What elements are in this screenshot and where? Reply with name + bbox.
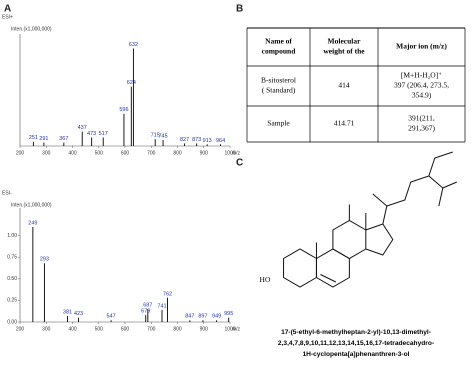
peak-label: 547 (106, 314, 115, 320)
peak-label: 687 (143, 302, 152, 308)
table-cell: B-sitosterol (261, 76, 296, 85)
peak-label: 873 (192, 137, 201, 143)
peak-label: 995 (224, 311, 233, 317)
bond (372, 193, 388, 225)
table-cell: ( Standard) (262, 86, 296, 95)
peak-label: 715 (151, 133, 160, 139)
table-cell: 397 (206.4, 273.5, (394, 81, 449, 90)
bond (428, 175, 444, 207)
table-cell: 414.71 (334, 119, 355, 128)
peak-label: 913 (203, 138, 212, 144)
table-cell: Major ion (m/z) (396, 42, 447, 51)
peak-label: 293 (40, 257, 49, 263)
x-tick-label: 1000 (224, 326, 235, 332)
peak-label: 517 (99, 131, 108, 137)
peak-label: 745 (158, 134, 167, 140)
x-tick-label: 400 (68, 326, 77, 332)
x-tick-label: 800 (173, 326, 182, 332)
compound-name: 2,3,4,7,8,9,10,11,12,13,14,15,16,17-tetr… (278, 340, 434, 347)
bond (442, 181, 458, 189)
panel-label: C (236, 158, 243, 169)
x-tick-label: 500 (95, 326, 104, 332)
x-tick-label: 600 (121, 150, 130, 156)
table-cell: 391(211, (408, 114, 435, 123)
x-tick-label: 700 (147, 150, 156, 156)
peak-label: 949 (212, 314, 221, 320)
peak-label: 632 (129, 42, 138, 48)
y-axis-label: Inten.(x1,000,000) (11, 202, 52, 208)
peak-label: 437 (78, 125, 87, 131)
x-tick-label: 700 (147, 326, 156, 332)
y-axis-label: Inten.(x1,000,000) (11, 26, 52, 32)
panel-label: B (236, 4, 243, 15)
table-cell: weight of the (323, 47, 365, 56)
bond (386, 151, 453, 207)
peak-label: 249 (28, 220, 37, 226)
peak-label: 473 (87, 131, 96, 137)
x-tick-label: 800 (173, 150, 182, 156)
peak-label: 381 (63, 309, 72, 315)
table-cell: Name of (265, 37, 292, 46)
table-cell: 354.9) (412, 91, 432, 100)
y-tick-label: 1.00 (7, 233, 17, 239)
x-tick-label: 1000 (224, 150, 235, 156)
x-tick-label: 900 (200, 150, 209, 156)
x-tick-label: 400 (68, 150, 77, 156)
peak-label: 897 (198, 314, 207, 320)
x-axis-label: m/z (232, 326, 241, 332)
peak-label: 827 (180, 137, 189, 143)
x-tick-label: 900 (200, 326, 209, 332)
x-tick-label: 300 (42, 326, 51, 332)
x-tick-label: 200 (16, 150, 25, 156)
y-tick-label: 0.75 (7, 255, 17, 261)
compound-name: 17-(5-ethyl-6-methylheptan-2-yl)-10,13-d… (281, 329, 431, 336)
y-tick-label: 0.50 (7, 276, 17, 282)
peak-label: 847 (185, 314, 194, 320)
x-tick-label: 500 (95, 150, 104, 156)
peak-label: 762 (163, 291, 172, 297)
table-cell: 414 (338, 81, 350, 90)
peak-label: 741 (157, 303, 166, 309)
panel-label: A (4, 4, 11, 15)
table-cell: [M+H-H₂O]⁺ (401, 71, 442, 80)
compound-name: 1H-cyclopenta[a]phenanthren-3-ol (303, 351, 410, 358)
bond (283, 248, 317, 288)
spectrum-label: ESI- (2, 190, 12, 196)
peak-label: 596 (119, 107, 128, 113)
x-tick-label: 200 (16, 326, 25, 332)
table-cell: compound (262, 47, 297, 56)
y-tick-label: 0.00 (7, 319, 17, 325)
bond (320, 274, 337, 283)
x-tick-label: 300 (42, 150, 51, 156)
bond (315, 248, 350, 288)
table-cell: Sample (267, 119, 290, 128)
x-tick-label: 600 (121, 326, 130, 332)
spectrum-label: ESI+ (2, 14, 13, 20)
x-axis-label: m/z (232, 150, 241, 156)
table-cell: Molecular (328, 37, 362, 46)
peak-label: 291 (39, 136, 48, 142)
peak-label: 251 (29, 135, 38, 141)
peak-label: 964 (216, 138, 225, 144)
table-cell: 291,367) (408, 124, 435, 133)
peak-label: 624 (127, 80, 136, 86)
bond (365, 223, 394, 256)
bond (332, 219, 367, 260)
y-tick-label: 0.25 (7, 298, 17, 304)
peak-label: 423 (74, 311, 83, 317)
peak-label: 679 (141, 309, 150, 315)
hydroxyl: HO (260, 275, 271, 284)
peak-label: 367 (59, 136, 68, 142)
